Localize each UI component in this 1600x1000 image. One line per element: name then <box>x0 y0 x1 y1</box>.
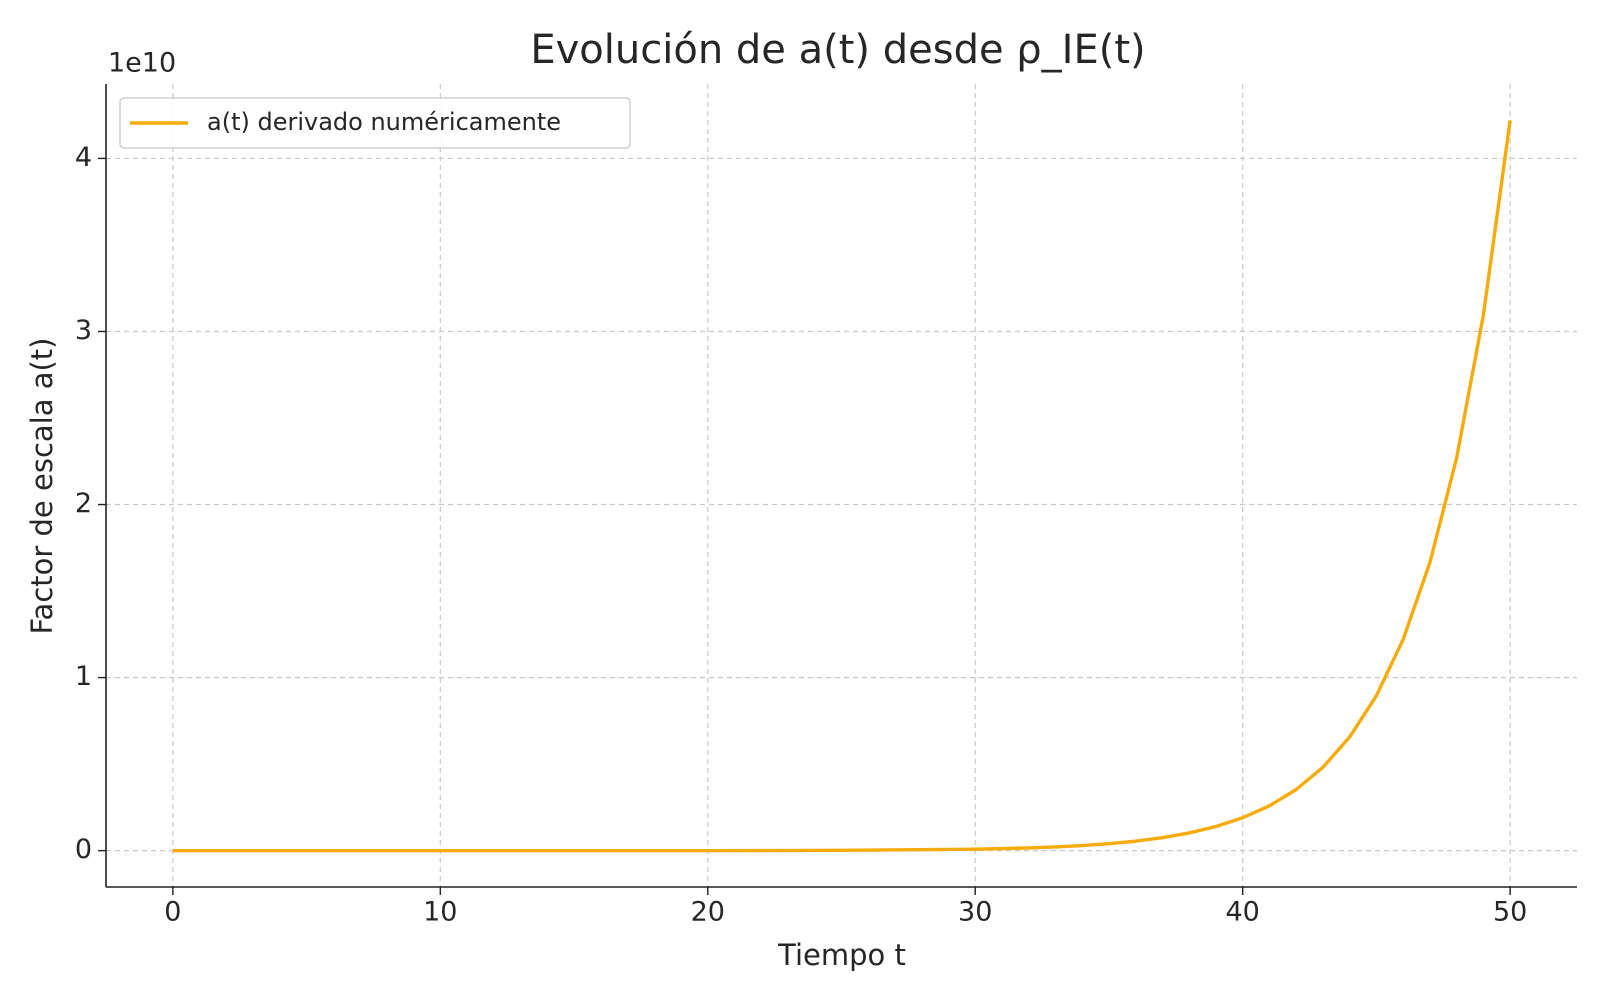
chart-title: Evolución de a(t) desde ρ_IE(t) <box>530 27 1145 73</box>
x-tick-label: 20 <box>691 897 725 928</box>
x-tick-label: 50 <box>1493 897 1527 928</box>
y-tick-label: 0 <box>75 834 92 865</box>
y-axis-label: Factor de escala a(t) <box>25 338 59 635</box>
x-tick-label: 10 <box>423 897 457 928</box>
grid <box>106 84 1577 887</box>
plot-area <box>172 120 1512 853</box>
y-tick-label: 2 <box>75 488 92 519</box>
data-line <box>172 120 1512 853</box>
y-tick-label: 1 <box>75 661 92 692</box>
x-tick-label: 40 <box>1226 897 1260 928</box>
x-tick-label: 0 <box>164 897 181 928</box>
legend-box <box>119 97 631 149</box>
y-tick-label: 3 <box>75 315 92 346</box>
x-tick-label: 30 <box>958 897 992 928</box>
legend: a(t) derivado numéricamente <box>119 97 631 149</box>
legend-label: a(t) derivado numéricamente <box>207 108 561 136</box>
y-tick-label: 4 <box>75 142 92 173</box>
y-offset-label: 1e10 <box>108 48 176 79</box>
x-axis-label: Tiempo t <box>777 938 906 972</box>
